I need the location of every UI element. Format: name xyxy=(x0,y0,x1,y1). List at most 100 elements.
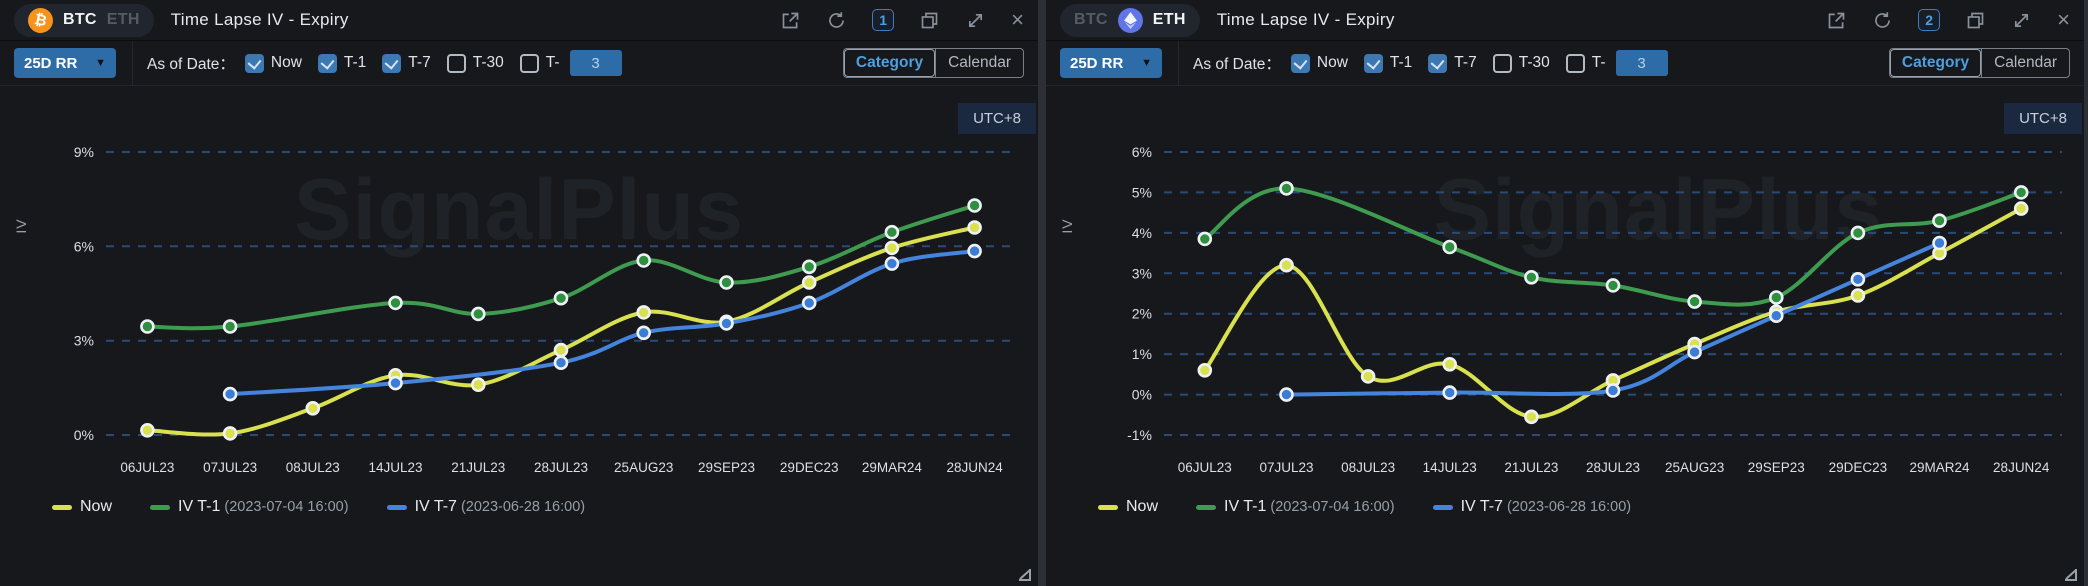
checkbox[interactable] xyxy=(1428,53,1448,73)
window-icons: 2 × xyxy=(1826,9,2070,31)
svg-text:29DEC23: 29DEC23 xyxy=(780,460,839,475)
bitcoin-icon: ₿ xyxy=(25,5,56,35)
t-days-input[interactable]: 3 xyxy=(1615,50,1668,76)
checkbox[interactable] xyxy=(519,53,539,73)
duplicate-icon[interactable] xyxy=(919,10,940,31)
svg-text:29MAR24: 29MAR24 xyxy=(862,460,923,475)
close-icon[interactable]: × xyxy=(1011,7,1024,32)
checkbox[interactable] xyxy=(1492,53,1512,73)
checkbox[interactable] xyxy=(446,53,466,73)
svg-text:6%: 6% xyxy=(1132,144,1152,160)
refresh-icon[interactable] xyxy=(1872,10,1893,31)
asset-eth[interactable]: ETH xyxy=(106,11,140,28)
timezone-badge: UTC+8 xyxy=(2004,103,2082,134)
checkbox-t1[interactable]: T-1 xyxy=(317,53,366,73)
checkbox-t30[interactable]: T-30 xyxy=(446,53,504,73)
ethereum-icon xyxy=(1117,7,1143,33)
checkbox-now[interactable]: Now xyxy=(244,53,302,73)
checkbox-t-custom[interactable]: T- xyxy=(1565,53,1606,73)
duplicate-icon[interactable] xyxy=(1965,10,1986,31)
legend-item-t7[interactable]: IV T-7 (2023-06-28 16:00) xyxy=(1432,498,1631,516)
legend-swatch xyxy=(1196,504,1217,510)
checkbox[interactable] xyxy=(317,53,337,73)
asset-btc[interactable]: BTC xyxy=(1074,11,1108,28)
divider xyxy=(132,40,133,86)
svg-text:07JUL23: 07JUL23 xyxy=(203,460,257,475)
checkbox[interactable] xyxy=(244,53,264,73)
asset-toggle: BTC ETH xyxy=(1060,3,1200,37)
legend-item-t1[interactable]: IV T-1 (2023-07-04 16:00) xyxy=(150,498,349,516)
open-external-icon[interactable] xyxy=(780,10,801,31)
svg-text:28JUN24: 28JUN24 xyxy=(1993,460,2050,475)
view-calendar[interactable]: Calendar xyxy=(1981,49,2069,77)
svg-text:06JUL23: 06JUL23 xyxy=(1178,460,1232,475)
panel-title: Time Lapse IV - Expiry xyxy=(170,10,349,29)
checkbox-now[interactable]: Now xyxy=(1290,53,1348,73)
view-calendar[interactable]: Calendar xyxy=(935,49,1023,77)
chevron-down-icon: ▼ xyxy=(1141,57,1152,69)
as-of-date-label: As of Date： xyxy=(1193,56,1281,73)
svg-text:29DEC23: 29DEC23 xyxy=(1829,460,1888,475)
legend-swatch xyxy=(1432,504,1453,510)
as-of-date-label: As of Date： xyxy=(147,56,235,73)
view-category[interactable]: Category xyxy=(844,49,935,77)
svg-text:08JUL23: 08JUL23 xyxy=(286,460,340,475)
refresh-icon[interactable] xyxy=(826,10,847,31)
view-toggle: Category Calendar xyxy=(842,48,1024,78)
svg-text:2%: 2% xyxy=(1132,306,1152,322)
metric-dropdown[interactable]: 25D RR ▼ xyxy=(1060,48,1162,78)
count-badge[interactable]: 1 xyxy=(872,9,895,31)
svg-text:4%: 4% xyxy=(1132,225,1152,241)
checkbox-t-custom[interactable]: T- xyxy=(519,53,560,73)
svg-text:6%: 6% xyxy=(74,238,94,254)
open-external-icon[interactable] xyxy=(1826,10,1847,31)
close-icon[interactable]: × xyxy=(2057,7,2070,32)
t-days-input[interactable]: 3 xyxy=(569,50,622,76)
checkbox-t30[interactable]: T-30 xyxy=(1492,53,1550,73)
svg-text:IV: IV xyxy=(13,218,29,233)
chart-legend: Now IV T-1 (2023-07-04 16:00) IV T-7 (20… xyxy=(1098,498,1631,516)
svg-text:21JUL23: 21JUL23 xyxy=(451,460,505,475)
chart-canvas[interactable]: SignalPlus -1% 0% 1% 2% 3% 4% 5% 6% 06JUL23 07JUL… xyxy=(1046,86,2084,488)
fullscreen-icon[interactable] xyxy=(2011,10,2032,31)
chart-legend: Now IV T-1 (2023-07-04 16:00) IV T-7 (20… xyxy=(52,498,585,516)
resize-handle[interactable] xyxy=(1017,567,1033,582)
metric-dropdown[interactable]: 25D RR ▼ xyxy=(14,48,116,78)
svg-text:3%: 3% xyxy=(74,333,94,349)
chart-controls: 25D RR ▼ As of Date： Now T-1 T-7 T-30 T-… xyxy=(0,40,1038,86)
legend-item-t7[interactable]: IV T-7 (2023-06-28 16:00) xyxy=(386,498,585,516)
checkbox[interactable] xyxy=(1565,53,1585,73)
timezone-badge: UTC+8 xyxy=(958,103,1036,134)
legend-item-now[interactable]: Now xyxy=(52,498,112,516)
svg-text:3%: 3% xyxy=(1132,265,1152,281)
legend-swatch xyxy=(386,504,407,510)
checkbox[interactable] xyxy=(1363,53,1383,73)
svg-text:28JUL23: 28JUL23 xyxy=(534,460,588,475)
checkbox-t7[interactable]: T-7 xyxy=(1428,53,1477,73)
chart-canvas[interactable]: SignalPlus 0% 3% 6% 9% 06JUL23 07JUL23 08JUL23… xyxy=(0,86,1038,488)
legend-swatch xyxy=(150,504,171,510)
resize-handle[interactable] xyxy=(2063,567,2079,582)
view-category[interactable]: Category xyxy=(1890,49,1981,77)
asset-btc[interactable]: BTC xyxy=(63,11,97,28)
svg-text:21JUL23: 21JUL23 xyxy=(1504,460,1558,475)
panel-title: Time Lapse IV - Expiry xyxy=(1216,10,1395,29)
legend-item-t1[interactable]: IV T-1 (2023-07-04 16:00) xyxy=(1196,498,1395,516)
legend-swatch xyxy=(52,504,72,510)
panel-btc: ₿ BTC ETH Time Lapse IV - Expiry 1 × 25D… xyxy=(0,0,1038,586)
svg-text:25AUG23: 25AUG23 xyxy=(614,460,673,475)
metric-dropdown-value: 25D RR xyxy=(24,54,78,72)
fullscreen-icon[interactable] xyxy=(965,10,986,31)
svg-text:28JUN24: 28JUN24 xyxy=(946,460,1003,475)
chart-controls: 25D RR ▼ As of Date： Now T-1 T-7 T-30 T-… xyxy=(1046,40,2084,86)
count-badge[interactable]: 2 xyxy=(1918,9,1941,31)
checkbox[interactable] xyxy=(1290,53,1310,73)
checkbox[interactable] xyxy=(382,53,402,73)
checkbox-t7[interactable]: T-7 xyxy=(382,53,431,73)
checkbox-t1[interactable]: T-1 xyxy=(1363,53,1412,73)
svg-text:0%: 0% xyxy=(74,427,94,443)
legend-item-now[interactable]: Now xyxy=(1098,498,1158,516)
asset-eth[interactable]: ETH xyxy=(1152,11,1186,28)
metric-dropdown-value: 25D RR xyxy=(1070,54,1124,72)
svg-text:5%: 5% xyxy=(1132,184,1152,200)
